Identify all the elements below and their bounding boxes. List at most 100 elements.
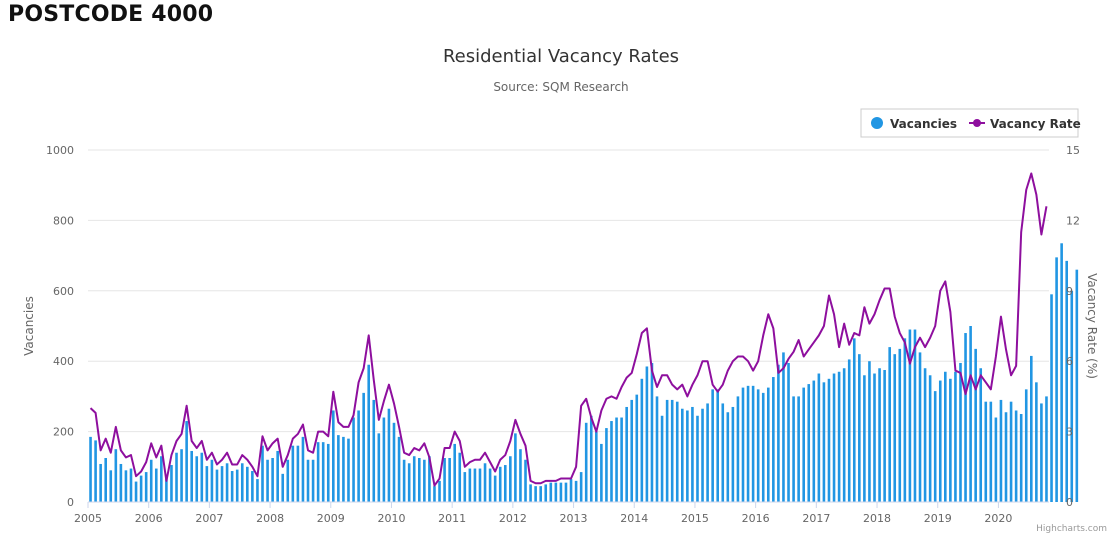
vacancies-bar[interactable]	[645, 366, 649, 502]
vacancies-bar[interactable]	[220, 466, 224, 502]
vacancies-bar[interactable]	[382, 417, 386, 502]
vacancies-bar[interactable]	[1075, 269, 1079, 502]
vacancies-bar[interactable]	[670, 399, 674, 502]
vacancies-bar[interactable]	[610, 421, 613, 502]
credits-link[interactable]: Highcharts.com	[1036, 524, 1107, 534]
vacancies-bar[interactable]	[868, 361, 871, 502]
vacancies-bar[interactable]	[89, 436, 92, 502]
vacancies-bar[interactable]	[235, 469, 239, 502]
vacancies-bar[interactable]	[1055, 257, 1058, 502]
vacancies-bar[interactable]	[589, 415, 593, 502]
vacancies-bar[interactable]	[999, 399, 1003, 502]
vacancies-bar[interactable]	[498, 466, 502, 502]
vacancies-bar[interactable]	[124, 470, 128, 502]
vacancies-bar[interactable]	[352, 417, 355, 502]
vacancies-bar[interactable]	[1065, 260, 1068, 502]
vacancies-bar[interactable]	[1040, 403, 1043, 502]
vacancies-bar[interactable]	[898, 348, 902, 502]
vacancies-bar[interactable]	[1014, 410, 1018, 502]
vacancies-bar[interactable]	[595, 431, 598, 502]
vacancies-bar[interactable]	[665, 399, 669, 502]
vacancies-bar[interactable]	[311, 459, 315, 502]
vacancies-bar[interactable]	[210, 459, 214, 502]
vacancies-bar[interactable]	[286, 459, 290, 502]
vacancies-bar[interactable]	[1060, 243, 1063, 502]
vacancies-bar[interactable]	[407, 463, 411, 502]
vacancies-bar[interactable]	[377, 433, 381, 502]
vacancies-bar[interactable]	[478, 468, 482, 502]
legend-item-vacancy-rate[interactable]: Vacancy Rate	[969, 117, 1081, 131]
vacancies-bar[interactable]	[564, 482, 568, 502]
vacancies-bar[interactable]	[615, 417, 618, 502]
vacancies-bar[interactable]	[144, 472, 148, 502]
vacancies-bar[interactable]	[509, 456, 512, 502]
vacancies-bar[interactable]	[397, 436, 401, 502]
vacancies-bar[interactable]	[741, 387, 745, 502]
vacancies-bar[interactable]	[923, 368, 927, 502]
vacancies-bar[interactable]	[503, 465, 507, 502]
vacancies-bar[interactable]	[549, 482, 553, 502]
vacancies-bar[interactable]	[635, 394, 639, 502]
vacancies-bar[interactable]	[650, 362, 654, 502]
vacancies-bar[interactable]	[1019, 414, 1023, 502]
vacancies-bar[interactable]	[180, 449, 183, 502]
vacancies-bar[interactable]	[190, 450, 193, 502]
vacancies-bar[interactable]	[392, 422, 396, 502]
vacancies-bar[interactable]	[240, 463, 244, 502]
vacancies-bar[interactable]	[306, 459, 310, 502]
vacancies-bar[interactable]	[514, 433, 517, 502]
vacancies-bar[interactable]	[969, 326, 972, 502]
vacancies-bar[interactable]	[630, 399, 634, 502]
vacancies-bar[interactable]	[675, 401, 679, 502]
vacancies-bar[interactable]	[357, 410, 360, 502]
vacancies-bar[interactable]	[574, 480, 578, 502]
vacancies-bar[interactable]	[367, 364, 371, 502]
vacancies-bar[interactable]	[246, 466, 249, 502]
vacancies-bar[interactable]	[428, 456, 431, 502]
vacancies-bar[interactable]	[655, 396, 659, 502]
vacancies-bar[interactable]	[878, 368, 881, 502]
vacancies-bar[interactable]	[974, 348, 977, 502]
vacancies-bar[interactable]	[281, 473, 285, 502]
vacancies-bar[interactable]	[362, 392, 365, 502]
vacancies-bar[interactable]	[827, 378, 831, 502]
vacancies-bar[interactable]	[949, 378, 952, 502]
vacancies-bar[interactable]	[706, 403, 709, 502]
vacancies-bar[interactable]	[276, 450, 279, 502]
vacancies-bar[interactable]	[402, 459, 406, 502]
vacancies-bar[interactable]	[463, 472, 467, 502]
vacancies-bar[interactable]	[185, 421, 188, 502]
vacancies-bar[interactable]	[944, 371, 947, 502]
legend[interactable]: Vacancies Vacancy Rate	[860, 108, 1081, 138]
vacancies-bar[interactable]	[559, 482, 563, 502]
vacancies-bar[interactable]	[483, 463, 487, 502]
vacancies-bar[interactable]	[139, 475, 143, 502]
vacancies-bar[interactable]	[822, 382, 826, 502]
vacancies-bar[interactable]	[842, 368, 846, 502]
vacancies-bar[interactable]	[569, 479, 573, 502]
vacancies-bar[interactable]	[134, 481, 138, 502]
vacancies-bar[interactable]	[979, 368, 983, 502]
vacancies-bar[interactable]	[458, 452, 462, 502]
vacancies-bar[interactable]	[372, 399, 376, 502]
vacancies-bar[interactable]	[600, 443, 603, 502]
vacancies-bar[interactable]	[225, 463, 229, 502]
vacancies-bar[interactable]	[119, 463, 123, 502]
vacancies-bar[interactable]	[696, 415, 699, 502]
vacancies-bar[interactable]	[129, 468, 133, 502]
vacancies-bar[interactable]	[387, 408, 391, 502]
vacancies-bar[interactable]	[493, 475, 497, 502]
vacancies-bar[interactable]	[1045, 396, 1048, 502]
vacancies-bar[interactable]	[99, 463, 102, 502]
vacancies-bar[interactable]	[1035, 382, 1038, 502]
vacancies-bar[interactable]	[989, 401, 993, 502]
vacancies-bar[interactable]	[893, 354, 897, 502]
vacancies-bar[interactable]	[337, 435, 340, 502]
vacancies-bar[interactable]	[883, 370, 886, 502]
vacancies-bar[interactable]	[918, 352, 922, 502]
vacancies-bar[interactable]	[195, 456, 199, 502]
vacancies-bar[interactable]	[812, 380, 816, 502]
vacancies-bar[interactable]	[468, 468, 472, 502]
vacancies-bar[interactable]	[797, 396, 800, 502]
vacancies-bar[interactable]	[792, 396, 795, 502]
